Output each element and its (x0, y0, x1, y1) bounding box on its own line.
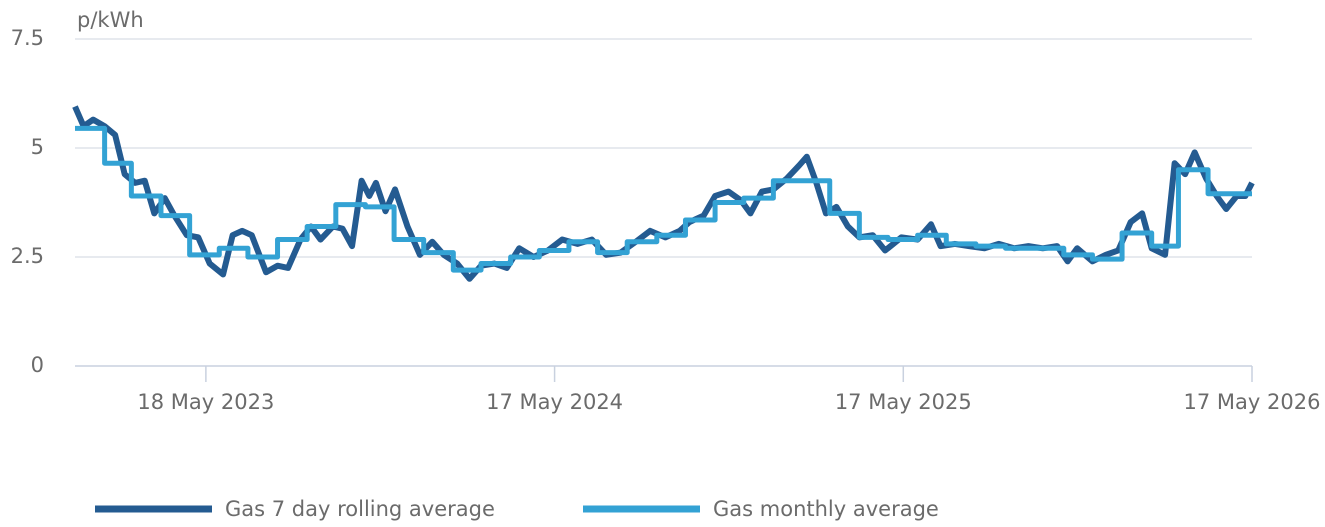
x-tick-label: 17 May 2025 (835, 390, 972, 414)
y-axis-label: p/kWh (77, 8, 144, 32)
y-tick-label: 0 (31, 353, 44, 377)
y-tick-label: 5 (31, 135, 44, 159)
x-tick-label: 18 May 2023 (137, 390, 274, 414)
x-tick-label: 17 May 2024 (486, 390, 623, 414)
y-tick-label: 2.5 (11, 244, 44, 268)
x-tick-label: 17 May 2026 (1184, 390, 1321, 414)
legend-label: Gas monthly average (713, 497, 939, 521)
y-tick-label: 7.5 (11, 26, 44, 50)
legend-label: Gas 7 day rolling average (225, 497, 495, 521)
series-line (75, 125, 1252, 273)
